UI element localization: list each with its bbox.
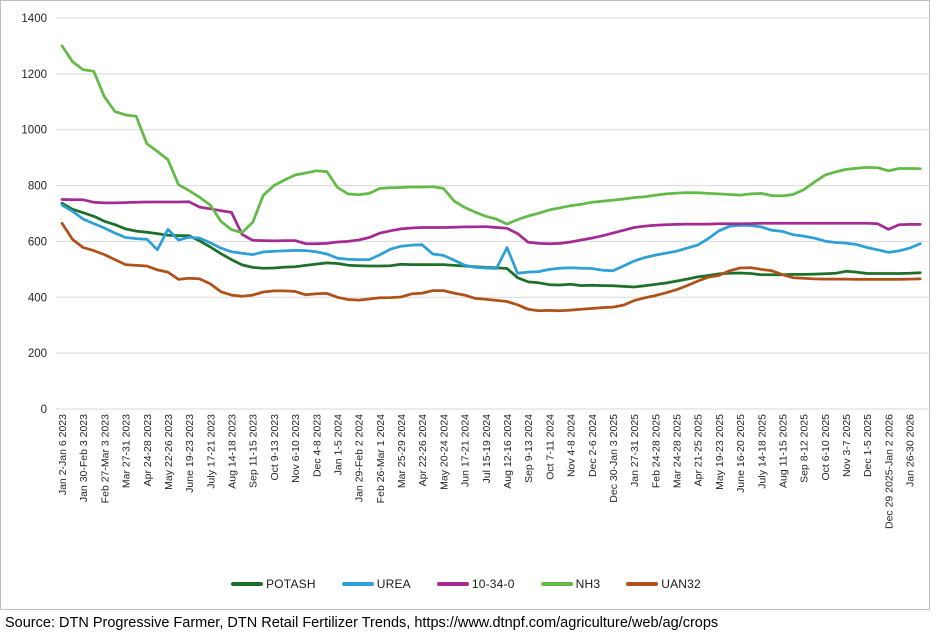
x-axis-label: June 19-23 2023 bbox=[184, 414, 196, 493]
x-axis-label: Feb 27-Mar 3 2023 bbox=[99, 414, 111, 503]
legend-label-potash: POTASH bbox=[266, 577, 316, 591]
x-axis-label: Jan 2-Jan 6 2023 bbox=[57, 414, 69, 495]
legend-swatch-urea bbox=[341, 582, 374, 586]
x-axis-label: May 22-26 2023 bbox=[163, 414, 175, 490]
legend: POTASH UREA 10-34-0 NH3 UAN32 bbox=[1, 577, 931, 591]
y-axis-label: 1400 bbox=[21, 13, 47, 25]
x-axis-label: Jan 27-31 2025 bbox=[629, 414, 641, 487]
x-axis-label: Sep 9-13 2024 bbox=[523, 414, 535, 483]
legend-swatch-nh3 bbox=[540, 582, 573, 586]
x-axis-label: Oct 7-11 2024 bbox=[544, 414, 556, 480]
x-axis-label: Oct 6-10 2025 bbox=[820, 414, 832, 481]
x-axis-label: Jan 29-Feb 2 2024 bbox=[354, 414, 366, 502]
x-axis-label: Jun 17-21 2024 bbox=[460, 414, 472, 487]
legend-item-nh3: NH3 bbox=[540, 577, 601, 591]
legend-label-10-34-0: 10-34-0 bbox=[471, 577, 515, 591]
x-axis-label: July 14-18 2025 bbox=[756, 414, 768, 489]
x-axis-label: Nov 3-7 2025 bbox=[841, 414, 853, 477]
x-axis-label: Sep 8-12 2025 bbox=[799, 414, 811, 483]
series-line-NH3 bbox=[60, 44, 922, 234]
x-axis-label: Sep 11-15 2023 bbox=[248, 414, 260, 488]
x-axis-label: Mar 24-28 2025 bbox=[672, 414, 684, 488]
chart-plot-area: 0 200 400 600 800 1000 1200 1400 Jan 2-Jan 6 202… bbox=[21, 13, 930, 529]
x-axis-label: Apr 24-28 2023 bbox=[142, 414, 154, 487]
x-axis-label: Nov 6-10 2023 bbox=[290, 414, 302, 483]
y-axis-label: 200 bbox=[28, 348, 47, 360]
legend-swatch-uan32 bbox=[626, 582, 659, 586]
legend-item-uan32: UAN32 bbox=[626, 577, 701, 591]
legend-swatch-potash bbox=[231, 582, 264, 586]
x-axis-label: May 19-23 2025 bbox=[714, 414, 726, 490]
series-line-UREA bbox=[60, 203, 922, 275]
x-axis-label: Oct 9-13 2023 bbox=[269, 414, 281, 481]
x-axis-label: Mar 27-31 2023 bbox=[121, 414, 133, 488]
x-axis-label: July 17-21 2023 bbox=[205, 414, 217, 489]
x-axis-label: Aug 14-18 2023 bbox=[227, 414, 239, 489]
legend-swatch-10-34-0 bbox=[436, 582, 469, 586]
x-axis-label: Dec 1-5 2025 bbox=[862, 414, 874, 477]
y-axis-label: 1000 bbox=[21, 125, 47, 137]
legend-item-potash: POTASH bbox=[231, 577, 316, 591]
series-line-POTASH bbox=[60, 201, 922, 289]
x-axis-label: Apr 21-25 2025 bbox=[693, 414, 705, 487]
legend-item-urea: UREA bbox=[341, 577, 411, 591]
legend-label-nh3: NH3 bbox=[575, 577, 601, 591]
x-axis-label: Nov 4-8 2024 bbox=[566, 414, 578, 477]
series-line-UAN32 bbox=[60, 221, 922, 313]
x-axis-label: Jan 26-30 2026 bbox=[905, 414, 917, 487]
x-axis-label: June 16-20 2025 bbox=[735, 414, 747, 493]
source-text: Source: DTN Progressive Farmer, DTN Reta… bbox=[5, 615, 719, 631]
x-axis-label: Dec 4-8 2023 bbox=[311, 414, 323, 477]
x-axis-label: Apr 22-26 2024 bbox=[417, 414, 429, 487]
x-axis-label: Feb 26-Mar 1 2024 bbox=[375, 414, 387, 503]
y-axis-label: 400 bbox=[28, 292, 47, 304]
y-axis-label: 800 bbox=[28, 181, 47, 193]
series-line-10-34-0 bbox=[60, 198, 922, 246]
y-axis-label: 600 bbox=[28, 236, 47, 248]
x-axis-label: Mar 25-29 2024 bbox=[396, 414, 408, 488]
y-axis-label: 1200 bbox=[21, 69, 47, 81]
x-axis-label: Dec 2-6 2024 bbox=[587, 414, 599, 477]
y-axis-label: 0 bbox=[41, 404, 47, 416]
x-axis-label: Jan 1-5 2024 bbox=[332, 414, 344, 475]
x-axis-label: Jul 15-19 2024 bbox=[481, 414, 493, 484]
x-axis-label: Jan 30-Feb 3 2023 bbox=[78, 414, 90, 502]
x-axis-label: Aug 11-15 2025 bbox=[777, 414, 789, 488]
legend-item-10-34-0: 10-34-0 bbox=[436, 577, 515, 591]
x-axis-label: Dec 29 2025-Jan 2 2026 bbox=[883, 414, 895, 529]
x-axis-label: Feb 24-28 2025 bbox=[650, 414, 662, 488]
legend-label-uan32: UAN32 bbox=[661, 577, 701, 591]
x-axis-label: Aug 12-16 2024 bbox=[502, 414, 514, 489]
x-axis-label: Dec 30-Jan 3 2025 bbox=[608, 414, 620, 503]
chart-plot-container: 0 200 400 600 800 1000 1200 1400 Jan 2-Jan 6 202… bbox=[0, 0, 930, 610]
x-axis-label: May 20-24 2024 bbox=[438, 414, 450, 490]
legend-label-urea: UREA bbox=[376, 577, 411, 591]
